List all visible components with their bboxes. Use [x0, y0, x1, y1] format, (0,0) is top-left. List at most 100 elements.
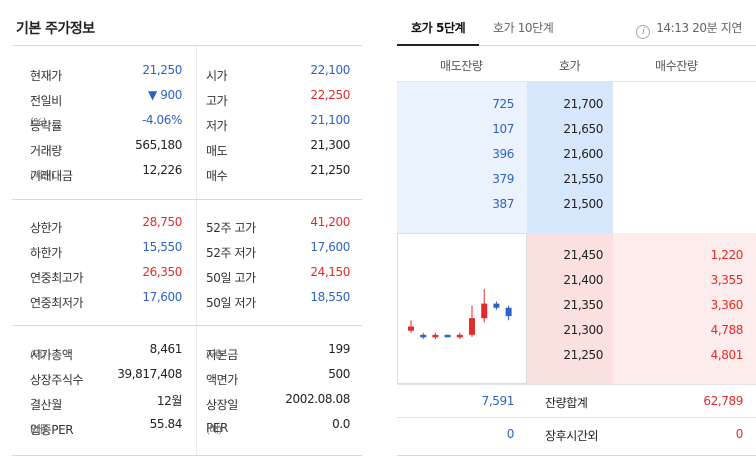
info-value: 41,200	[310, 215, 350, 229]
basic-stock-info-panel: 기본 주가정보 현재가 21,250 시가 22,100 전일비 ▼ 900 고가 22,25…	[0, 0, 362, 461]
candle-body	[469, 318, 475, 335]
candle-body	[420, 334, 427, 338]
info-value: 8,461	[149, 342, 183, 356]
ask-qty-area	[397, 82, 527, 233]
info-row: 연중최고가 26,350 50일 고가 24,150	[30, 265, 350, 285]
info-row: 등락률 (%) -4.06% 저가 21,100	[30, 113, 350, 133]
info-row: 거래대금 (백만) 12,226 매수 21,250	[30, 163, 350, 183]
ask-row[interactable]: 379 21,550	[397, 168, 756, 193]
tab-5-levels[interactable]: 호가 5단계	[411, 21, 466, 35]
info-row: 상한가 28,750 52주 고가 41,200	[30, 215, 350, 235]
candle-body	[444, 334, 451, 338]
active-tab-indicator	[397, 44, 479, 46]
info-value: 18,550	[310, 290, 350, 304]
bid-row[interactable]: 21,350 3,360	[397, 294, 756, 319]
info-value: ▼ 900	[148, 88, 182, 102]
bid-qty: 1,220	[710, 248, 744, 262]
info-value: 15,550	[142, 240, 182, 254]
info-value: 55.84	[149, 417, 183, 431]
after-hours-buy-qty: 0	[735, 427, 744, 441]
info-value: 28,750	[142, 215, 182, 229]
candle-chart-svg	[408, 289, 512, 339]
info-value: 39,817,408	[117, 367, 182, 381]
ask-price: 21,550	[563, 172, 603, 186]
ask-row[interactable]: 725 21,700	[397, 93, 756, 118]
header-buy-qty: 매수잔량	[655, 59, 698, 73]
divider	[12, 45, 362, 46]
bid-row[interactable]: 21,400 3,355	[397, 269, 756, 294]
bid-row[interactable]: 21,250 4,801	[397, 344, 756, 369]
tab-10-levels[interactable]: 호가 10단계	[493, 21, 554, 35]
ask-price: 21,650	[563, 122, 603, 136]
ask-price: 21,600	[563, 147, 603, 161]
ask-row[interactable]: 396 21,600	[397, 143, 756, 168]
candle-body	[481, 303, 488, 319]
candle-body	[408, 326, 414, 331]
header-price: 호가	[559, 59, 581, 73]
ask-qty: 396	[492, 147, 514, 161]
column-divider	[196, 200, 197, 325]
info-value: 17,600	[142, 290, 182, 304]
info-row: 시가총액 (억) 8,461 자본금 (억) 199	[30, 342, 350, 362]
info-value: 21,250	[310, 163, 350, 177]
header-sell-qty: 매도잔량	[440, 59, 483, 73]
ask-qty: 725	[492, 97, 514, 111]
info-row: 전일비 ▼ 900 고가 22,250	[30, 88, 350, 108]
info-value: 21,250	[142, 63, 182, 77]
info-value: 565,180	[135, 138, 182, 152]
bid-qty: 4,788	[710, 323, 744, 337]
info-value: 12월	[156, 394, 183, 408]
info-row: 현재가 21,250 시가 22,100	[30, 63, 350, 83]
divider	[397, 384, 756, 385]
ask-qty: 387	[492, 197, 514, 211]
divider	[397, 455, 756, 456]
info-value: 26,350	[142, 265, 182, 279]
after-hours-row: 0 장후시간외 0	[397, 419, 756, 449]
info-value: 12,226	[142, 163, 182, 177]
info-value: 500	[328, 367, 350, 381]
ask-price: 21,500	[563, 197, 603, 211]
info-value: 0.0	[332, 417, 350, 431]
info-row: 업종PER (배) 55.84 PER (배) 0.0	[30, 417, 350, 437]
info-value: 21,300	[310, 138, 350, 152]
candle-body	[456, 334, 463, 338]
info-value: 22,250	[310, 88, 350, 102]
info-value: 17,600	[310, 240, 350, 254]
total-remaining-row: 7,591 잔량합계 62,789	[397, 386, 756, 416]
orderbook-panel: 호가 5단계 호가 10단계 i 14:13 20분 지연 매도잔량 호가 매수잔…	[397, 0, 756, 461]
time-text: 14:13 20분 지연	[656, 21, 742, 35]
candle-body	[505, 307, 512, 317]
after-hours-label: 장후시간외	[545, 429, 599, 443]
info-value: -4.06%	[141, 113, 182, 127]
bid-price: 21,350	[563, 298, 603, 312]
bid-price: 21,250	[563, 348, 603, 362]
panel-title: 기본 주가정보	[16, 21, 95, 37]
orderbook-header: 매도잔량 호가 매수잔량	[397, 46, 756, 82]
ask-qty: 107	[492, 122, 514, 136]
ask-qty: 379	[492, 172, 514, 186]
bid-price-area	[527, 233, 613, 384]
info-value: 24,150	[310, 265, 350, 279]
mini-candle-chart	[397, 233, 527, 384]
info-value: 21,100	[310, 113, 350, 127]
bid-row[interactable]: 21,450 1,220	[397, 244, 756, 269]
ask-price: 21,700	[563, 97, 603, 111]
bid-price: 21,400	[563, 273, 603, 287]
bid-qty: 4,801	[710, 348, 744, 362]
orderbook-tabs: 호가 5단계 호가 10단계 i 14:13 20분 지연	[397, 0, 756, 46]
ask-row[interactable]: 387 21,500	[397, 193, 756, 218]
info-row: 연중최저가 17,600 50일 저가 18,550	[30, 290, 350, 310]
after-hours-sell-qty: 0	[506, 427, 515, 441]
info-value: 2002.08.08	[285, 392, 350, 406]
bid-row[interactable]: 21,300 4,788	[397, 319, 756, 344]
column-divider	[196, 46, 197, 199]
ask-row[interactable]: 107 21,650	[397, 118, 756, 143]
divider	[12, 455, 362, 456]
info-icon[interactable]: i	[636, 25, 651, 39]
bid-price: 21,450	[563, 248, 603, 262]
divider	[12, 325, 362, 326]
ask-price-area	[527, 82, 613, 233]
total-label: 잔량합계	[545, 396, 588, 410]
bid-qty-area	[613, 233, 756, 384]
info-row: 결산월 12월 상장일 2002.08.08	[30, 392, 350, 412]
